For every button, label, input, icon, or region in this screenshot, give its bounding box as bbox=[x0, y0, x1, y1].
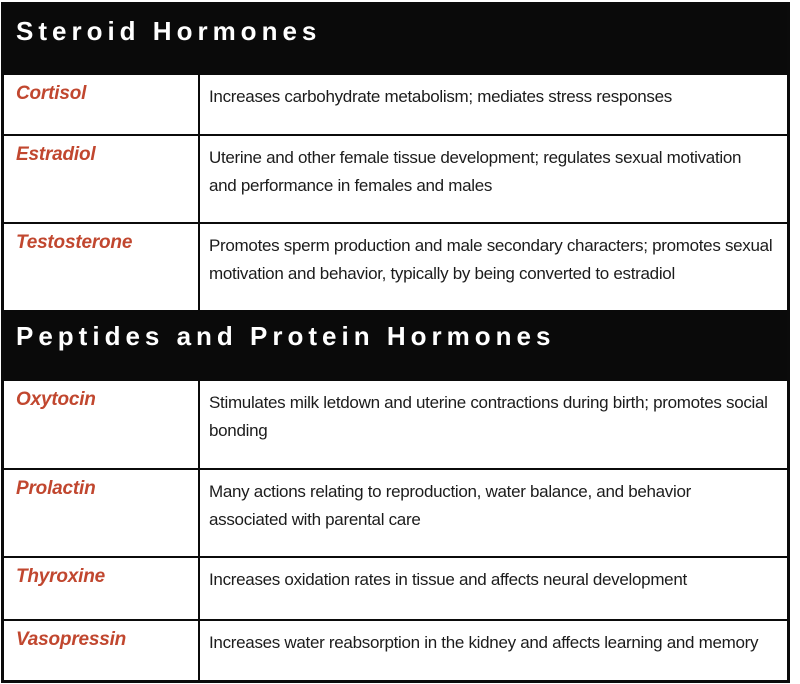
hormone-name: Prolactin bbox=[4, 470, 200, 556]
hormone-description: Increases water reabsorption in the kidn… bbox=[209, 633, 759, 652]
table-row: Cortisol Increases carbohydrate metaboli… bbox=[4, 75, 787, 134]
hormone-description: Uterine and other female tissue developm… bbox=[209, 148, 742, 195]
hormone-name: Vasopressin bbox=[4, 621, 200, 680]
hormone-name: Testosterone bbox=[4, 224, 200, 310]
hormone-name: Cortisol bbox=[4, 75, 200, 134]
table-row: Estradiol Uterine and other female tissu… bbox=[4, 134, 787, 222]
table-row: Prolactin Many actions relating to repro… bbox=[4, 468, 787, 556]
table-row: Thyroxine Increases oxidation rates in t… bbox=[4, 556, 787, 619]
hormone-description: Many actions relating to reproduction, w… bbox=[209, 482, 691, 529]
table-row: Testosterone Promotes sperm production a… bbox=[4, 222, 787, 310]
hormone-description: Increases oxidation rates in tissue and … bbox=[209, 570, 687, 589]
hormone-name: Estradiol bbox=[4, 136, 200, 222]
table-row: Oxytocin Stimulates milk letdown and ute… bbox=[4, 381, 787, 468]
section-header-peptides-protein-hormones: Peptides and Protein Hormones bbox=[4, 310, 787, 381]
hormone-name: Oxytocin bbox=[4, 381, 200, 468]
hormone-description: Promotes sperm production and male secon… bbox=[209, 236, 773, 283]
hormone-description: Stimulates milk letdown and uterine cont… bbox=[209, 393, 768, 440]
table-row: Vasopressin Increases water reabsorption… bbox=[4, 619, 787, 680]
section-header-steroid-hormones: Steroid Hormones bbox=[4, 5, 787, 75]
hormone-description: Increases carbohydrate metabolism; media… bbox=[209, 87, 672, 106]
hormone-name: Thyroxine bbox=[4, 558, 200, 619]
